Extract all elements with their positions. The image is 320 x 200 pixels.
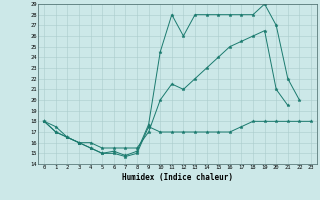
X-axis label: Humidex (Indice chaleur): Humidex (Indice chaleur): [122, 173, 233, 182]
